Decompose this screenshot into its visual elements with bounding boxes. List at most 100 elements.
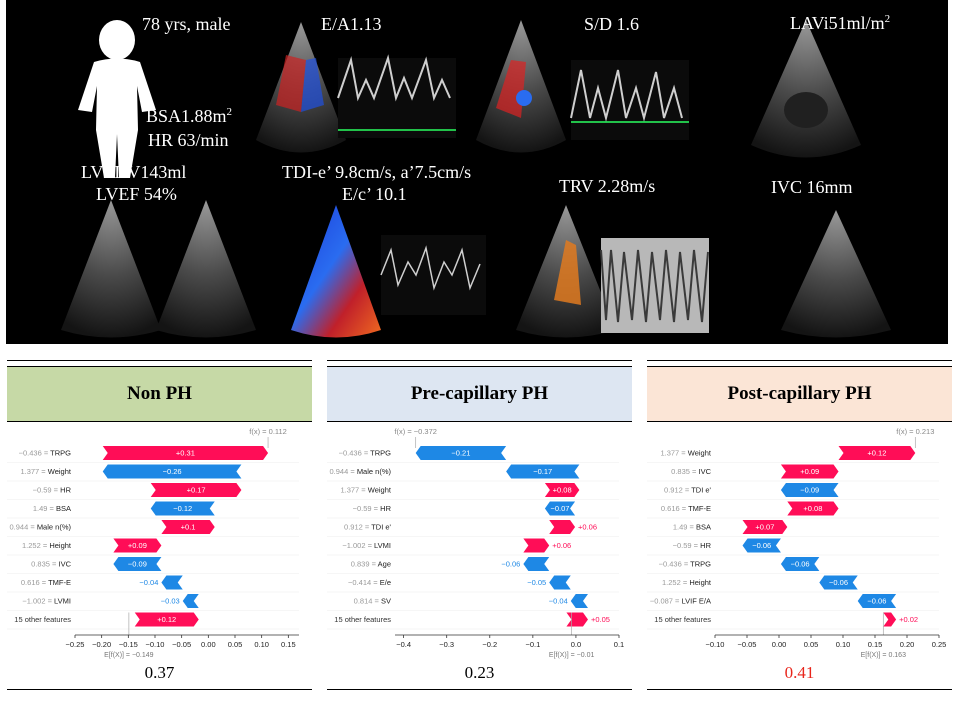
x-tick-label: −0.25 [66, 640, 85, 649]
bar-value-label: +0.31 [176, 449, 195, 458]
x-tick-label: −0.4 [396, 640, 411, 649]
waterfall-bar [570, 594, 588, 608]
bar-value-label: −0.26 [163, 467, 182, 476]
sd-label: S/D 1.6 [584, 14, 640, 34]
bar-value-label: −0.06 [829, 578, 848, 587]
lavi-label: LAVi51ml/m2 [790, 13, 890, 34]
echo-sector-lvedv [61, 200, 256, 338]
fx-label: f(x) = −0.372 [394, 427, 437, 436]
feature-label: −1.002 = LVMI [342, 541, 391, 550]
waterfall-bar [161, 575, 183, 590]
x-tick-label: −0.2 [482, 640, 497, 649]
echo-sector-ivc [781, 210, 891, 338]
bar-value-label: −0.03 [161, 597, 180, 606]
x-tick-label: −0.05 [738, 640, 757, 649]
waterfall-bar [150, 501, 215, 516]
feature-label: 1.377 = Weight [340, 486, 391, 495]
feature-label: 15 other features [334, 615, 391, 624]
feature-label: 1.377 = Weight [660, 449, 711, 458]
waterfall-bar [182, 594, 199, 608]
x-tick-label: −0.3 [439, 640, 454, 649]
waterfall-bar [780, 464, 839, 479]
feature-label: 15 other features [654, 615, 711, 624]
waterfall-bar [742, 538, 781, 553]
feature-label: −1.002 = LVMI [22, 597, 71, 606]
waterfall-bar [780, 557, 820, 571]
bar-value-label: −0.06 [501, 560, 520, 569]
panel-pre-capillary-ph: Pre-capillary PH f(x) = −0.372 −0.21 −0.43… [327, 360, 632, 690]
bar-value-label: −0.17 [533, 467, 552, 476]
bar-value-label: −0.06 [752, 541, 771, 550]
bar-value-label: +0.08 [803, 504, 822, 513]
panel-post-capillary-ph: Post-capillary PH f(x) = 0.213 +0.12 1.377… [647, 360, 952, 690]
x-tick-label: 0.0 [571, 640, 581, 649]
waterfall-bar [883, 612, 897, 627]
waterfall-chart: f(x) = 0.213 +0.12 1.377 = Weight +0.09 0.83… [647, 427, 947, 659]
feature-label: −0.087 = LVIF E/A [650, 597, 711, 606]
bar-value-label: −0.06 [791, 560, 810, 569]
lavi-value: LAVi51ml/m [790, 13, 885, 33]
feature-label: 0.912 = TDI e' [344, 523, 392, 532]
bar-value-label: −0.12 [173, 504, 192, 513]
bar-value-label: +0.12 [157, 615, 176, 624]
bsa-value: BSA1.88m [146, 106, 227, 126]
feature-label: 0.912 = TDI e' [664, 486, 712, 495]
bar-value-label: +0.09 [128, 541, 147, 550]
waterfall-bar [819, 575, 858, 590]
probability-value: 0.37 [144, 663, 175, 682]
x-tick-label: −0.05 [172, 640, 191, 649]
bar-value-label: −0.06 [867, 597, 886, 606]
panel-title: Pre-capillary PH [327, 366, 632, 422]
bar-value-label: −0.07 [550, 504, 569, 513]
ivc-label: IVC 16mm [771, 177, 853, 197]
bar-value-label: +0.17 [187, 486, 206, 495]
x-tick-label: −0.15 [119, 640, 138, 649]
feature-label: 0.835 = IVC [671, 467, 711, 476]
panel-title: Post-capillary PH [647, 366, 952, 422]
waterfall-bar [857, 594, 897, 608]
waterfall-bar [544, 501, 576, 516]
x-tick-label: 0.05 [804, 640, 819, 649]
echo-sector-trv [516, 205, 709, 338]
x-tick-label: 0.15 [281, 640, 296, 649]
efx-label: E[f(X)] = −0.149 [104, 652, 154, 659]
fx-label: f(x) = 0.213 [896, 427, 934, 436]
bar-value-label: −0.09 [800, 486, 819, 495]
lavi-unit-sup: 2 [884, 13, 891, 25]
bar-value-label: −0.04 [139, 578, 158, 587]
tdi-label: TDI-e’ 9.8cm/s, a’7.5cm/s [282, 162, 472, 182]
bar-value-label: +0.09 [800, 467, 819, 476]
echo-doppler-ea [337, 54, 456, 138]
x-tick-label: 0.00 [772, 640, 787, 649]
feature-label: 0.944 = Male n(%) [9, 523, 71, 532]
efx-label: E[f(X)] = −0.01 [549, 652, 595, 659]
trv-label: TRV 2.28m/s [559, 176, 656, 196]
feature-label: −0.436 = TRPG [19, 449, 72, 458]
waterfall-bar [566, 612, 588, 627]
hr-label: HR 63/min [148, 130, 229, 150]
bsa-unit-sup: 2 [226, 106, 233, 118]
bar-value-label: +0.05 [591, 615, 610, 624]
probability-value: 0.23 [464, 663, 495, 682]
patient-age-sex: 78 yrs, male [142, 14, 231, 34]
panel-non-ph: Non PH f(x) = 0.112 +0.31 −0.436 = TRPG −0.… [7, 360, 312, 690]
echo-sector-ea [256, 22, 346, 153]
waterfall-bar [838, 446, 916, 460]
bar-value-label: +0.1 [181, 523, 196, 532]
x-tick-label: −0.20 [92, 640, 111, 649]
x-tick-label: 0.25 [932, 640, 947, 649]
feature-label: −0.59 = HR [353, 504, 392, 513]
bar-value-label: +0.12 [867, 449, 886, 458]
bar-value-label: −0.21 [451, 449, 470, 458]
feature-label: 1.252 = Height [662, 578, 712, 587]
x-tick-label: 0.10 [254, 640, 269, 649]
waterfall-bar [102, 464, 242, 479]
patient-silhouette-icon [78, 20, 156, 178]
lvedv-label: LVEDV143ml [81, 162, 187, 182]
waterfall-bar [506, 464, 580, 479]
x-tick-label: −0.1 [525, 640, 540, 649]
echo-images [61, 20, 891, 338]
bsa-label: BSA1.88m2 [146, 106, 232, 127]
feature-label: 0.835 = IVC [31, 560, 71, 569]
feature-label: 0.814 = SV [354, 597, 391, 606]
